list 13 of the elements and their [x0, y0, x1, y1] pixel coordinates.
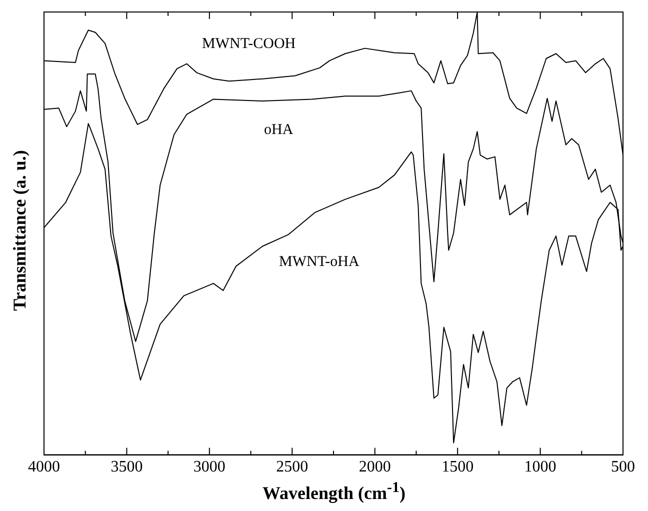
x-tick-label: 1500: [442, 458, 474, 476]
x-tick-label: 3000: [193, 458, 226, 476]
x-tick-label: 500: [611, 458, 635, 476]
annotation: oHA: [264, 122, 294, 139]
annotation: MWNT-oHA: [279, 254, 360, 271]
annotation: MWNT-COOH: [202, 36, 296, 53]
x-tick-label: 2500: [276, 458, 308, 476]
x-tick-label: 3500: [110, 458, 143, 476]
y-axis-title: Transmittance (a. u.): [10, 149, 30, 313]
x-axis-title: Wavelength (cm$^{-1}$): [262, 480, 406, 504]
x-tick-label: 1000: [524, 458, 556, 476]
x-tick-label: 4000: [28, 458, 60, 476]
x-tick-label: 2000: [358, 458, 391, 476]
